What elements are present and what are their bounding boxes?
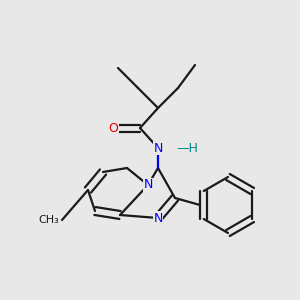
Text: N: N (143, 178, 153, 191)
Text: O: O (108, 122, 118, 134)
Text: N: N (153, 212, 163, 224)
Text: —H: —H (176, 142, 198, 154)
Text: N: N (153, 142, 163, 154)
Text: CH₃: CH₃ (38, 215, 59, 225)
